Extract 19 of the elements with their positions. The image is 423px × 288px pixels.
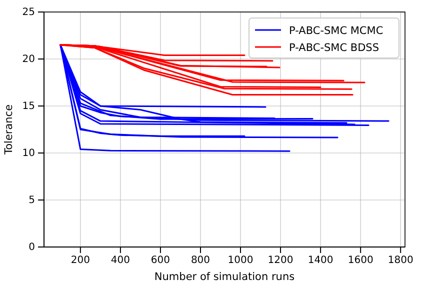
x-tick-label: 1600 [348,255,374,266]
x-tick-label: 1000 [228,255,254,266]
x-tick-label: 800 [190,255,210,266]
y-tick-label: 25 [22,7,35,18]
x-tick-label: 200 [70,255,90,266]
legend-label: P-ABC-SMC MCMC [289,25,384,37]
x-axis-title: Number of simulation runs [154,271,295,283]
y-tick-label: 15 [22,101,35,112]
legend-label: P-ABC-SMC BDSS [289,42,380,54]
x-tick-label: 1800 [388,255,414,266]
x-tick-label: 400 [110,255,130,266]
x-tick-label: 1400 [308,255,334,266]
y-tick-label: 20 [22,54,35,66]
y-axis-title: Tolerance [3,104,15,156]
y-tick-label: 5 [28,195,35,206]
y-tick-label: 10 [22,148,35,160]
x-tick-label: 600 [150,255,170,266]
y-tick-label: 0 [28,242,35,254]
x-tick-label: 1200 [268,255,294,266]
